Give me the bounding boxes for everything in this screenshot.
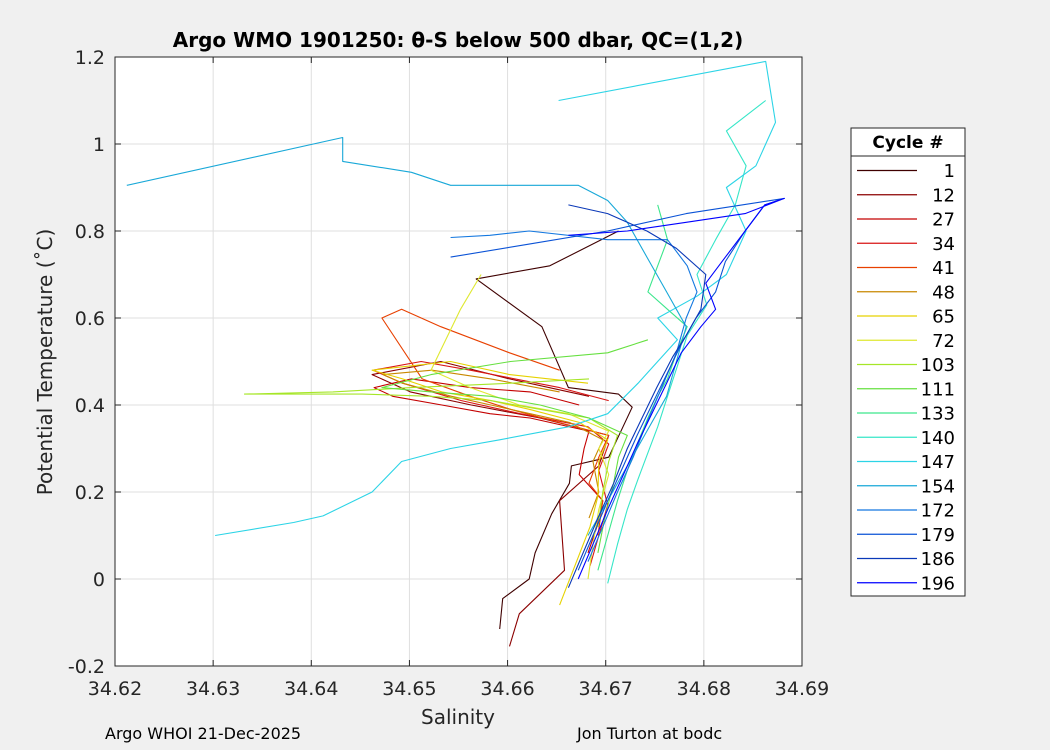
chart-title: Argo WMO 1901250: θ-S below 500 dbar, QC… [173,28,743,52]
legend-label-72: 72 [932,331,955,352]
legend-label-27: 27 [932,210,955,231]
legend-label-147: 147 [921,452,955,473]
x-tick-label: 34.67 [579,678,633,700]
x-tick-label: 34.63 [186,678,240,700]
series-line-cycle-27 [373,378,604,554]
footer-left: Argo WHOI 21-Dec-2025 [105,724,302,743]
x-tick-label: 34.65 [382,678,436,700]
y-tick-label: 0.6 [75,308,105,330]
axes-box [114,56,803,667]
x-axis-label: Salinity [421,705,495,729]
series-line-cycle-72 [430,274,610,580]
series-line-cycle-133 [597,204,688,571]
y-tick-label: -0.2 [68,656,105,678]
y-axis-label: Potential Temperature (˚C) [33,229,57,496]
series-line-cycle-41 [381,308,610,536]
plot-area [115,57,802,666]
y-tick-label: 0.4 [75,395,105,417]
legend-box [850,127,966,597]
legend-label-12: 12 [932,185,955,206]
legend-label-196: 196 [921,573,955,594]
legend-label-154: 154 [921,476,955,497]
data-series [126,60,785,647]
legend-label-34: 34 [932,234,955,255]
x-tick-label: 34.66 [480,678,534,700]
series-line-cycle-196 [568,197,785,580]
series-line-cycle-111 [381,339,649,554]
series-line-cycle-147 [215,60,777,537]
x-tick-label: 34.68 [677,678,731,700]
legend-label-48: 48 [932,282,955,303]
legend-label-111: 111 [921,379,955,400]
legend-label-41: 41 [932,258,955,279]
legend: Cycle # 1 12 27 34 41 48 65 72 103 111 133 140 147 15… [850,127,966,597]
y-tick-label: 0 [93,569,105,591]
legend-items: 1 12 27 34 41 48 65 72 103 111 133 140 147 154 172 179 1… [857,161,955,594]
y-tick-labels: -0.2 0 0.2 0.4 0.6 0.8 1 1.2 [68,47,105,678]
x-tick-labels: 34.62 34.63 34.64 34.65 34.66 34.67 34.68 34.69 [88,678,829,700]
legend-label-140: 140 [921,428,955,449]
y-tick-label: 0.8 [75,221,105,243]
footer-right: Jon Turton at bodc [577,724,723,743]
legend-label-172: 172 [921,501,955,522]
series-line-cycle-172 [450,230,698,562]
legend-label-65: 65 [932,307,955,328]
series-line-cycle-1 [475,230,633,630]
series-line-cycle-103 [243,378,619,527]
series-line-cycle-179 [450,197,785,571]
legend-label-103: 103 [921,355,955,376]
y-tick-label: 1.2 [75,47,105,69]
legend-label-133: 133 [921,404,955,425]
y-tick-label: 0.2 [75,482,105,504]
series-line-cycle-65 [371,360,609,606]
x-tick-label: 34.64 [284,678,338,700]
series-line-cycle-186 [567,204,707,588]
legend-title: Cycle # [872,133,943,153]
legend-label-1: 1 [944,161,955,182]
y-tick-label: 1 [93,134,105,156]
legend-label-179: 179 [921,525,955,546]
x-tick-label: 34.62 [88,678,142,700]
x-tick-label: 34.69 [775,678,829,700]
legend-label-186: 186 [921,549,955,570]
ticks [114,56,803,667]
